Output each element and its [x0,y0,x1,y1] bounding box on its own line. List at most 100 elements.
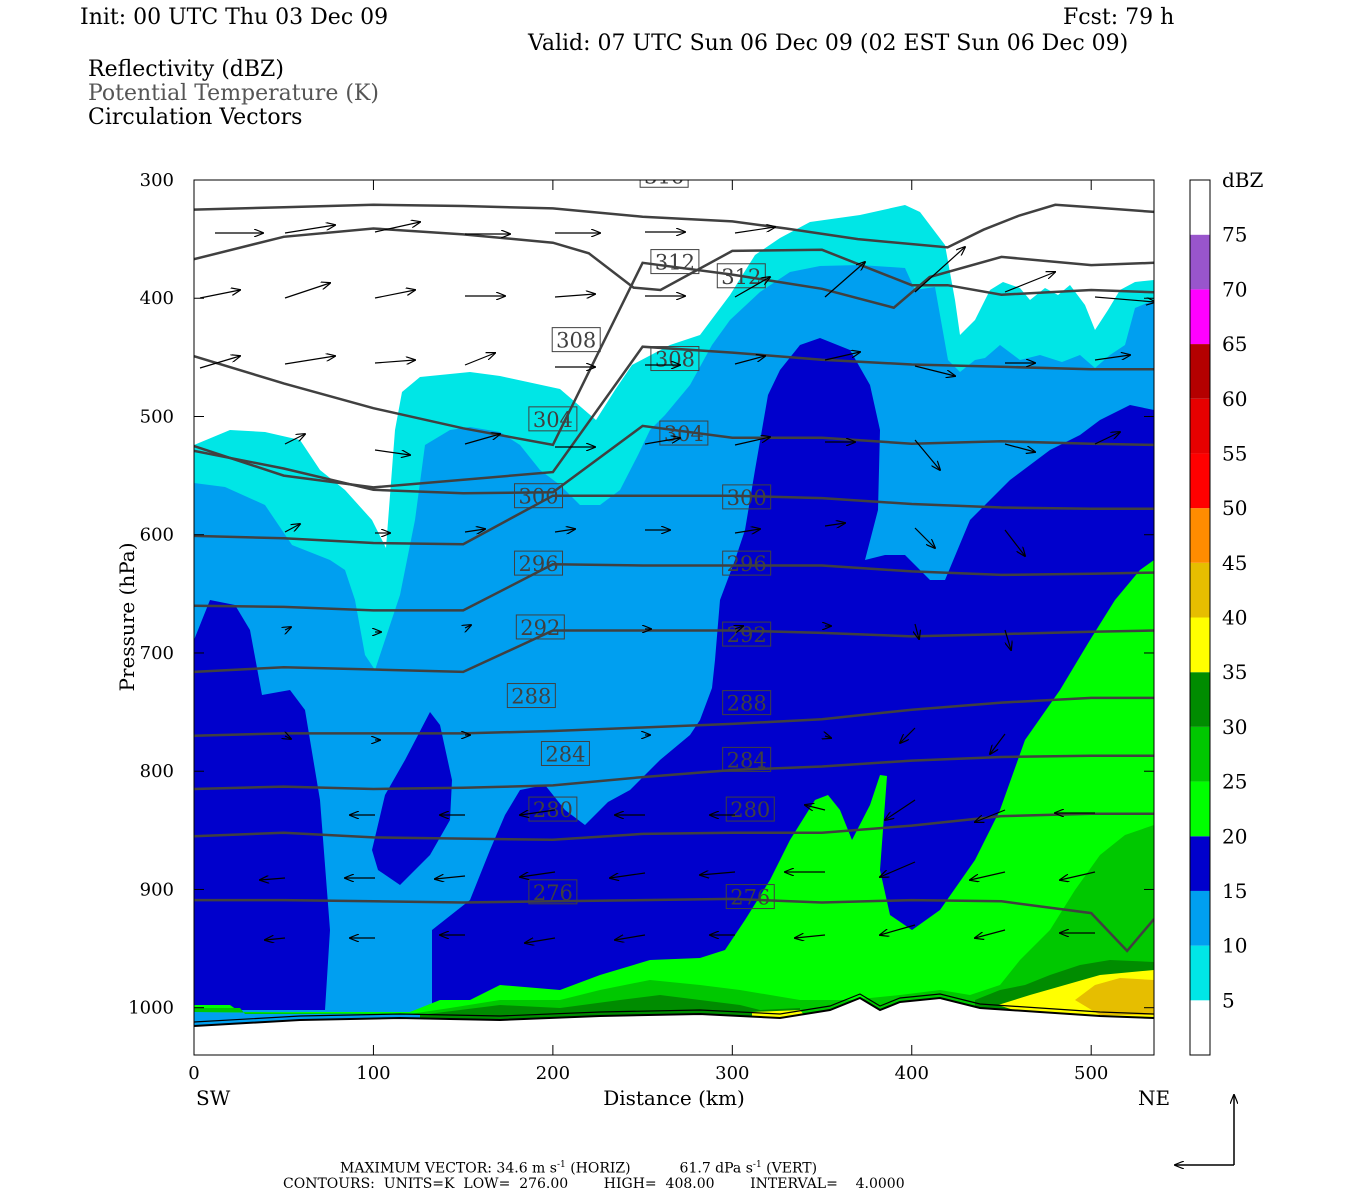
colorbar-swatch [1190,836,1210,891]
circulation-vector [795,935,826,938]
isentrope-label-box [650,346,700,372]
circulation-vector [1094,432,1120,445]
circulation-vector [975,929,1006,938]
isentrope-label: 276 [730,886,770,910]
x-tick-label: 400 [895,1063,929,1084]
colorbar-level-label: 15 [1222,879,1247,903]
circulation-vector [374,222,420,233]
circulation-vector [199,356,240,369]
init-time: Init: 00 UTC Thu 03 Dec 09 [80,5,389,30]
isentrope-label: 292 [727,623,767,647]
x-left-label: SW [196,1086,231,1110]
circulation-vector [1004,529,1025,556]
circulation-vector [914,247,965,293]
circulation-vector [1004,272,1055,293]
isentrope-line [194,345,1154,489]
dbz-15-region [194,600,330,1010]
circulation-vector [975,809,1006,822]
circulation-vector [914,365,955,376]
forecast-hour: Fcst: 79 h [1063,5,1175,30]
circulation-vector [284,524,300,533]
isentrope-line [194,227,1154,296]
isentrope-label-box [725,796,775,822]
circulation-vector [734,529,760,533]
x-tick-label: 200 [536,1063,570,1084]
circulation-vector [554,294,595,297]
x-tick-label: 0 [188,1063,199,1084]
circulation-vector [825,736,831,738]
y-tick-label: 1000 [128,998,174,1019]
isentrope-line [194,629,1154,674]
isentrope-label: 308 [556,329,596,353]
isentrope-label-box [722,746,772,772]
isentrope-label-box [506,683,556,709]
y-tick-label: 900 [140,879,174,900]
isentrope-label: 312 [655,251,695,275]
isentrope-line [194,812,1154,842]
colorbar: 5 10 15 20 25 30 35 40 45 50 55 60 65 70 75 [1189,179,1247,1056]
isentrope-label: 292 [520,616,560,640]
circulation-vector [734,437,770,446]
circulation-vector [525,937,556,943]
colorbar-frame [1189,179,1211,1056]
circulation-vector [734,277,770,298]
colorbar-swatch [1190,562,1210,618]
dbz-15-region [432,338,1154,1015]
y-tick-label: 300 [140,170,174,191]
isentrope-label: 284 [545,742,585,766]
circulation-vector [284,283,330,299]
isentrope-label: 280 [730,798,770,822]
contour-info-text: CONTOURS: UNITS=K LOW= 276.00 HIGH= 408.… [283,1176,905,1192]
circulation-vector [374,360,415,363]
isentrope-label: 308 [655,348,695,372]
circulation-vector [734,227,775,234]
circulation-vector [1060,871,1096,880]
isentrope-line [194,563,1154,612]
isentrope-label: 304 [664,422,704,446]
colorbar-swatch [1190,726,1210,782]
circulation-vector [374,290,415,299]
isentrope-line [194,203,1154,249]
isentrope-label: 304 [533,408,573,432]
circulation-vector [610,872,646,878]
y-tick-label: 500 [140,406,174,427]
circulation-vector [914,527,935,548]
isentrope-label-box [514,483,564,509]
circulation-vector [265,938,286,940]
circulation-vector [1004,629,1011,650]
field-potential-temperature: Potential Temperature (K) [88,81,379,106]
isentrope-line [194,897,1154,953]
circulation-vector [644,438,680,445]
isentrope-label: 288 [727,692,767,716]
valid-time: Valid: 07 UTC Sun 06 Dec 09 (02 EST Sun … [528,31,1129,56]
x-axis-label: Distance (km) [603,1086,745,1110]
x-tick-label: 500 [1074,1063,1108,1084]
y-axis-label: Pressure (hPa) [115,543,139,692]
isentrope-line [194,494,1154,546]
isentrope-label: 300 [727,486,767,510]
colorbar-level-label: 45 [1222,551,1247,575]
isentrope-label-box [722,550,772,576]
colorbar-level-label: 10 [1222,934,1247,958]
circulation-vector [735,626,743,629]
circulation-vector [464,529,485,532]
isentrope-label-box [534,107,582,131]
circulation-vector [805,805,826,810]
isentrope-line [194,754,1154,791]
colorbar-swatch [1190,234,1210,290]
colorbar-swatch [1190,890,1210,946]
colorbar-level-label: 55 [1222,441,1247,465]
dbz-40-region [1075,978,1154,1015]
circulation-vector [615,934,646,940]
circulation-vector [824,352,860,361]
isentrope-label-box [540,740,590,766]
circulation-vector [990,733,1006,754]
isentrope-label-box [722,484,772,510]
circulation-vector [464,434,500,445]
terrain-mask [194,998,1154,1055]
colorbar-units: dBZ [1222,168,1264,192]
plot-frame [193,179,1155,1056]
isentrope-label-box [650,249,700,275]
circulation-vector [284,225,335,234]
